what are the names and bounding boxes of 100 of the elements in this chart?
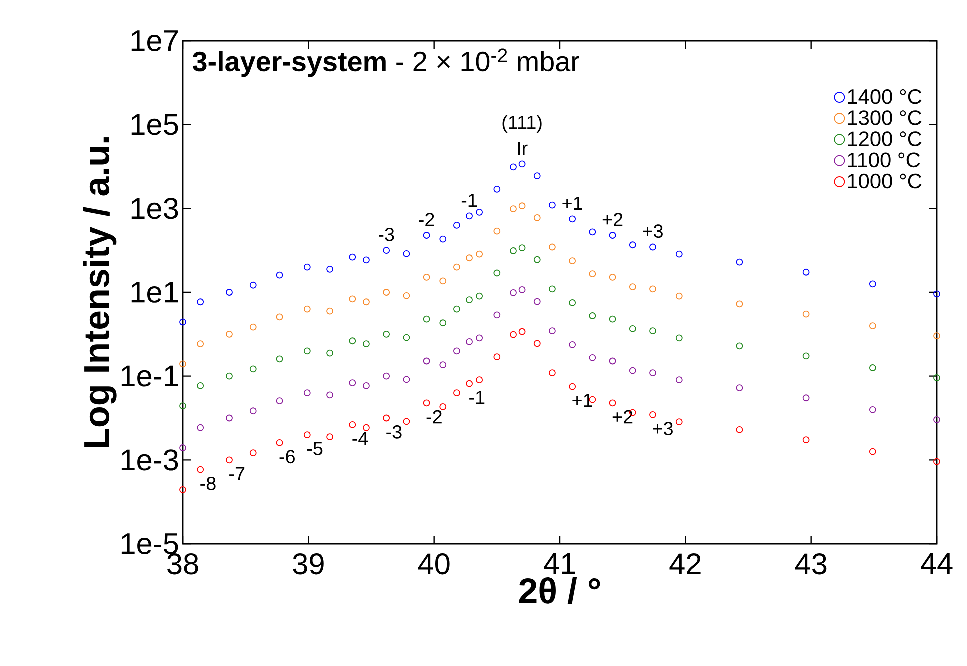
point: [423, 232, 430, 239]
point: [494, 186, 501, 193]
point: [440, 362, 447, 368]
point: [518, 328, 526, 336]
point: [423, 316, 430, 323]
point: [510, 206, 517, 213]
y-tick-label: 1e7: [132, 30, 178, 52]
y-tick-label: 1e-1: [122, 366, 178, 387]
point: [423, 400, 430, 407]
point: [250, 282, 257, 289]
legend-label: 1200 °C: [848, 132, 922, 146]
point: [180, 486, 186, 494]
point: [383, 330, 390, 338]
annotation: +1: [562, 196, 582, 210]
point: [454, 222, 460, 229]
point: [180, 402, 186, 410]
point: [676, 334, 683, 342]
annotation: -1: [462, 194, 478, 208]
point: [494, 312, 501, 319]
y-tick-label: 1e-5: [122, 534, 178, 554]
point: [454, 306, 460, 313]
point: [476, 208, 484, 216]
point: [676, 292, 683, 300]
point: [304, 306, 311, 313]
point: [736, 342, 744, 350]
point: [534, 298, 541, 306]
point: [349, 338, 356, 345]
point: [589, 312, 596, 320]
point: [934, 374, 940, 382]
point: [383, 289, 390, 296]
point: [629, 284, 636, 290]
point: [226, 289, 233, 296]
point: [226, 330, 233, 338]
point: [466, 296, 473, 304]
y-tick-label: 1e3: [132, 198, 178, 220]
annotation: +3: [653, 422, 673, 436]
point: [197, 424, 204, 432]
point: [609, 358, 616, 365]
point: [510, 164, 517, 171]
point: [494, 354, 501, 361]
point: [589, 354, 596, 362]
y-axis-title: Log Intensity / a.u.: [83, 138, 117, 448]
point: [440, 320, 447, 327]
point: [403, 250, 410, 258]
x-tick-label: 43: [795, 554, 827, 575]
point: [349, 380, 356, 386]
point: [383, 414, 390, 422]
x-tick-label: 42: [670, 554, 701, 574]
point: [609, 316, 616, 323]
x-tick-label: 39: [293, 554, 324, 575]
x-tick-label: 44: [921, 554, 953, 574]
annotation: -3: [379, 228, 394, 242]
point: [383, 247, 390, 254]
point: [629, 326, 636, 332]
legend-label: 1100 °C: [848, 152, 920, 168]
point: [250, 324, 257, 331]
point: [250, 366, 257, 373]
point: [197, 340, 204, 348]
point: [650, 411, 656, 418]
y-tick-label: 1e1: [132, 282, 178, 303]
point: [226, 456, 233, 464]
point: [802, 352, 810, 360]
y-tick-label: 1e-3: [122, 450, 178, 471]
point: [476, 376, 484, 384]
point: [736, 258, 744, 266]
point: [466, 212, 473, 220]
point: [518, 202, 526, 210]
point: [494, 270, 501, 277]
point: [609, 232, 616, 239]
point: [454, 390, 460, 397]
point: [423, 274, 430, 281]
point: [349, 254, 356, 261]
point: [589, 270, 596, 278]
point: [676, 250, 683, 258]
annotation: -8: [200, 477, 216, 490]
point: [363, 340, 370, 348]
point: [326, 350, 334, 357]
x-axis-title: 2θ / °: [519, 578, 600, 604]
point: [549, 202, 556, 209]
point: [518, 244, 526, 252]
point: [802, 268, 810, 276]
point: [609, 274, 616, 281]
point: [276, 440, 284, 446]
point: [363, 256, 370, 264]
annotation: -6: [280, 450, 295, 464]
point: [534, 340, 541, 348]
annotation: -2: [419, 213, 434, 226]
point: [466, 338, 473, 346]
point: [197, 382, 204, 390]
x-tick-label: 38: [168, 554, 198, 575]
annotation: (111): [502, 115, 542, 134]
point: [226, 414, 233, 422]
point: [383, 372, 390, 380]
legend-label: 1300 °C: [848, 110, 922, 126]
point: [934, 290, 940, 298]
point: [589, 228, 596, 236]
point: [476, 292, 484, 300]
y-tick-label: 1e5: [132, 114, 178, 136]
annotation: +2: [612, 410, 633, 424]
point: [650, 244, 656, 251]
